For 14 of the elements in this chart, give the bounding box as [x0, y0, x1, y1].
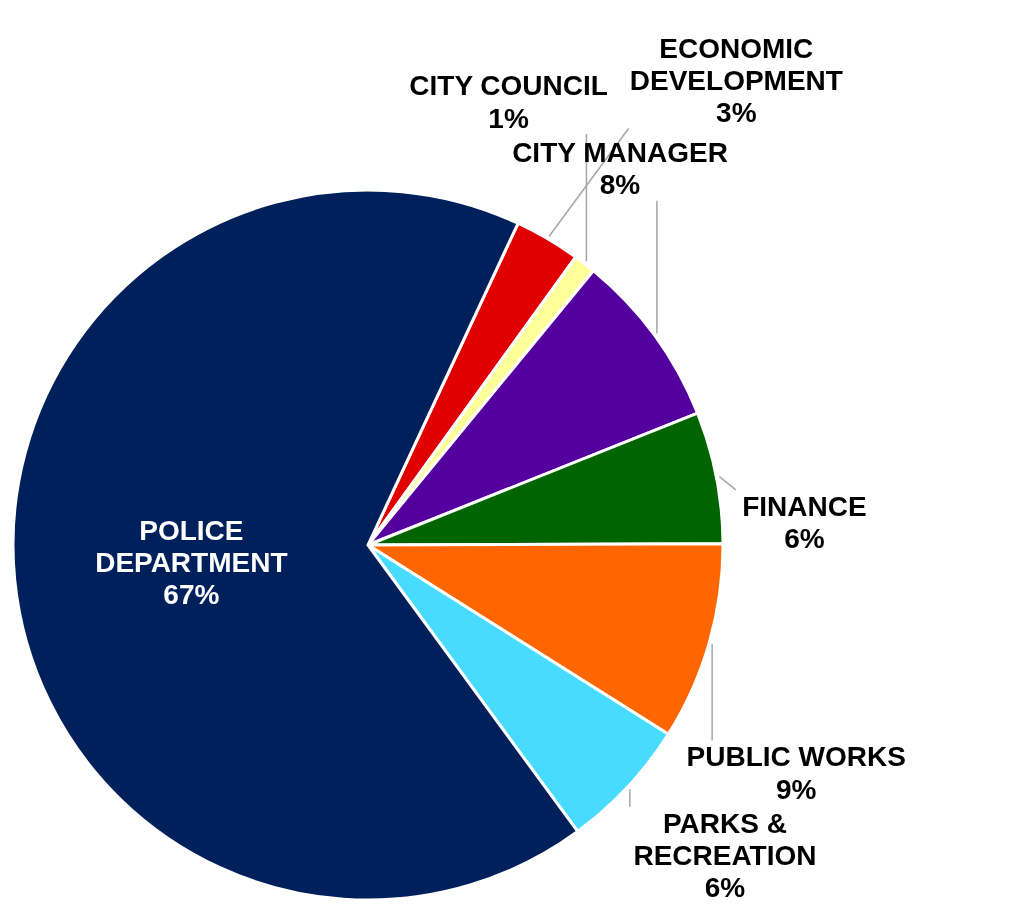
data-label: 6%	[784, 523, 825, 555]
slice-label: PARKS & RECREATION	[633, 807, 817, 872]
slice-label: FINANCE	[742, 490, 867, 522]
data-label: 1%	[488, 102, 529, 134]
data-label: 3%	[716, 97, 757, 129]
slice-label: PUBLIC WORKS	[686, 741, 906, 773]
slice-label: ECONOMIC DEVELOPMENT	[629, 32, 843, 97]
slice-label: CITY MANAGER	[512, 137, 728, 169]
data-label: 8%	[599, 169, 641, 201]
slice-label: CITY COUNCIL	[409, 70, 608, 102]
data-label: 9%	[776, 773, 817, 805]
slice-label: POLICE DEPARTMENT	[95, 514, 288, 579]
data-label: 67%	[163, 579, 220, 611]
data-label: 6%	[704, 872, 746, 904]
